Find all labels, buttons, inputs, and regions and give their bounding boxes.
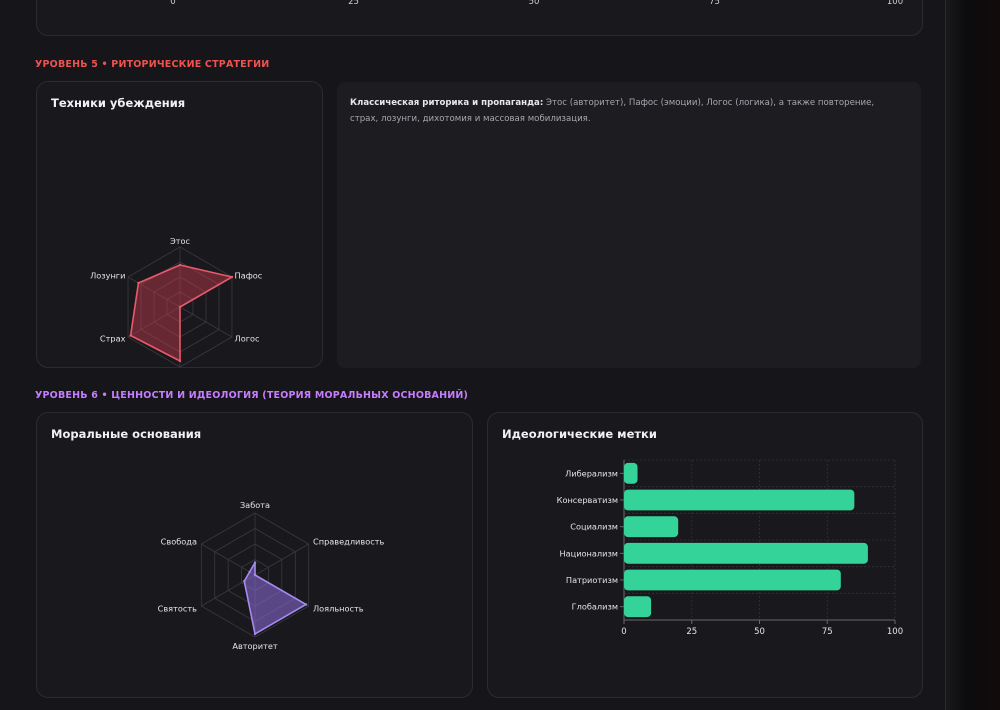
persuasion-radar-title: Техники убеждения [51, 96, 186, 110]
persuasion-radar-data-point [178, 359, 182, 363]
rhetoric-description-panel: Классическая риторика и пропаганда: Этос… [337, 82, 921, 368]
page-backdrop-right [945, 0, 1000, 710]
persuasion-radar-grid-spoke [179, 306, 233, 338]
ideology-bar [624, 489, 855, 511]
moral-radar-data-area [243, 561, 307, 635]
ideology-bar-chart: Либерализм Консерватизм Социализм Национали… [557, 459, 903, 637]
moral-radar-grid-spoke [254, 543, 309, 576]
ideology-x-tick-label: 0 [621, 627, 626, 637]
persuasion-radar-data-area [129, 264, 233, 362]
persuasion-radar-axis-label: Страх [100, 334, 126, 344]
moral-radar-axis-label: Справедливость [313, 537, 384, 547]
moral-radar-data-point [304, 603, 308, 606]
ideology-category-label: Национализм [559, 548, 618, 558]
persuasion-radar-grid-spoke [127, 276, 181, 308]
main-content: 0 25 50 75 100 УРОВЕНЬ 5 • РИТОРИЧЕСКИЕ СТРА… [35, 0, 946, 710]
persuasion-radar-grid-spoke [127, 306, 181, 338]
rhetoric-description-lead: Классическая риторика и пропаганда: [350, 98, 544, 108]
ideology-bar-card: Идеологические метки Либерализм Консерват… [487, 412, 923, 698]
persuasion-radar-chart: ЭтосПафосЛогосПовторениеСтрахЛозунги [90, 236, 263, 368]
previous-chart-card: 0 25 50 75 100 [36, 0, 923, 36]
ideology-bar [624, 596, 652, 618]
ideology-x-tick-label: 75 [822, 627, 833, 637]
section-label-level5: УРОВЕНЬ 5 • РИТОРИЧЕСКИЕ СТРАТЕГИИ [35, 59, 270, 70]
moral-radar-grid-spoke [201, 543, 256, 576]
persuasion-radar-data-point [230, 275, 234, 279]
moral-radar-axis-label: Свобода [161, 537, 197, 547]
ideology-bar [624, 569, 841, 591]
top-axis-tick-label: 25 [348, 0, 359, 7]
section-label-level6: УРОВЕНЬ 6 • ЦЕННОСТИ И ИДЕОЛОГИЯ (ТЕОРИЯ… [35, 390, 469, 401]
moral-radar-axis-label: Авторитет [232, 641, 278, 651]
persuasion-radar-axis-label: Лозунги [90, 271, 125, 281]
top-axis-tick-label: 75 [709, 0, 720, 7]
moral-radar-data-point [253, 561, 257, 564]
ideology-x-tick-label: 100 [887, 627, 903, 637]
ideology-category-label: Социализм [570, 522, 618, 532]
moral-radar-data-point [248, 570, 251, 574]
moral-foundations-radar-chart: Забота Справедливость Лояльность Авторитет С… [158, 500, 385, 651]
ideology-bar-title: Идеологические метки [502, 427, 657, 441]
top-axis-tick-label: 100 [887, 0, 903, 7]
ideology-bar [624, 516, 679, 538]
rhetoric-description-body: Этос (авторитет), Пафос (эмоции), Логос … [350, 98, 875, 124]
ideology-x-tick-label: 25 [686, 627, 697, 637]
top-axis-tick-label: 0 [170, 0, 175, 7]
moral-foundations-radar-title: Моральные основания [51, 427, 202, 441]
top-axis-tick-label: 50 [529, 0, 540, 7]
moral-radar-data-point [243, 580, 246, 583]
moral-radar-axis-label: Святость [158, 604, 198, 614]
persuasion-radar-axis-label: Логос [235, 334, 260, 344]
moral-foundations-radar-card: Моральные основания Забота Справедливость… [36, 412, 473, 698]
moral-radar-axis-label: Забота [240, 500, 270, 510]
persuasion-radar-card: Техники убеждения ЭтосПафосЛогосПовторен… [36, 81, 323, 368]
rhetoric-description: Классическая риторика и пропаганда: Этос… [350, 95, 900, 127]
ideology-category-label: Консерватизм [557, 495, 618, 505]
ideology-x-tick-label: 50 [754, 627, 765, 637]
persuasion-radar-data-point [178, 263, 182, 267]
persuasion-radar-axis-label: Этос [170, 236, 190, 246]
persuasion-radar-data-point [137, 281, 140, 285]
ideology-category-label: Либерализм [565, 468, 618, 478]
previous-chart-axis: 0 25 50 75 100 [170, 0, 903, 7]
moral-radar-axis-label: Лояльность [313, 604, 364, 614]
moral-radar-data-point [253, 632, 257, 636]
persuasion-radar-axis-label: Пафос [235, 271, 263, 281]
moral-radar-data-point [253, 573, 257, 577]
ideology-category-label: Глобализм [572, 602, 618, 612]
ideology-category-label: Патриотизм [566, 575, 618, 585]
ideology-bar [624, 462, 638, 484]
ideology-bar [624, 542, 868, 564]
persuasion-radar-data-point [178, 305, 182, 309]
persuasion-radar-data-point [129, 334, 132, 337]
